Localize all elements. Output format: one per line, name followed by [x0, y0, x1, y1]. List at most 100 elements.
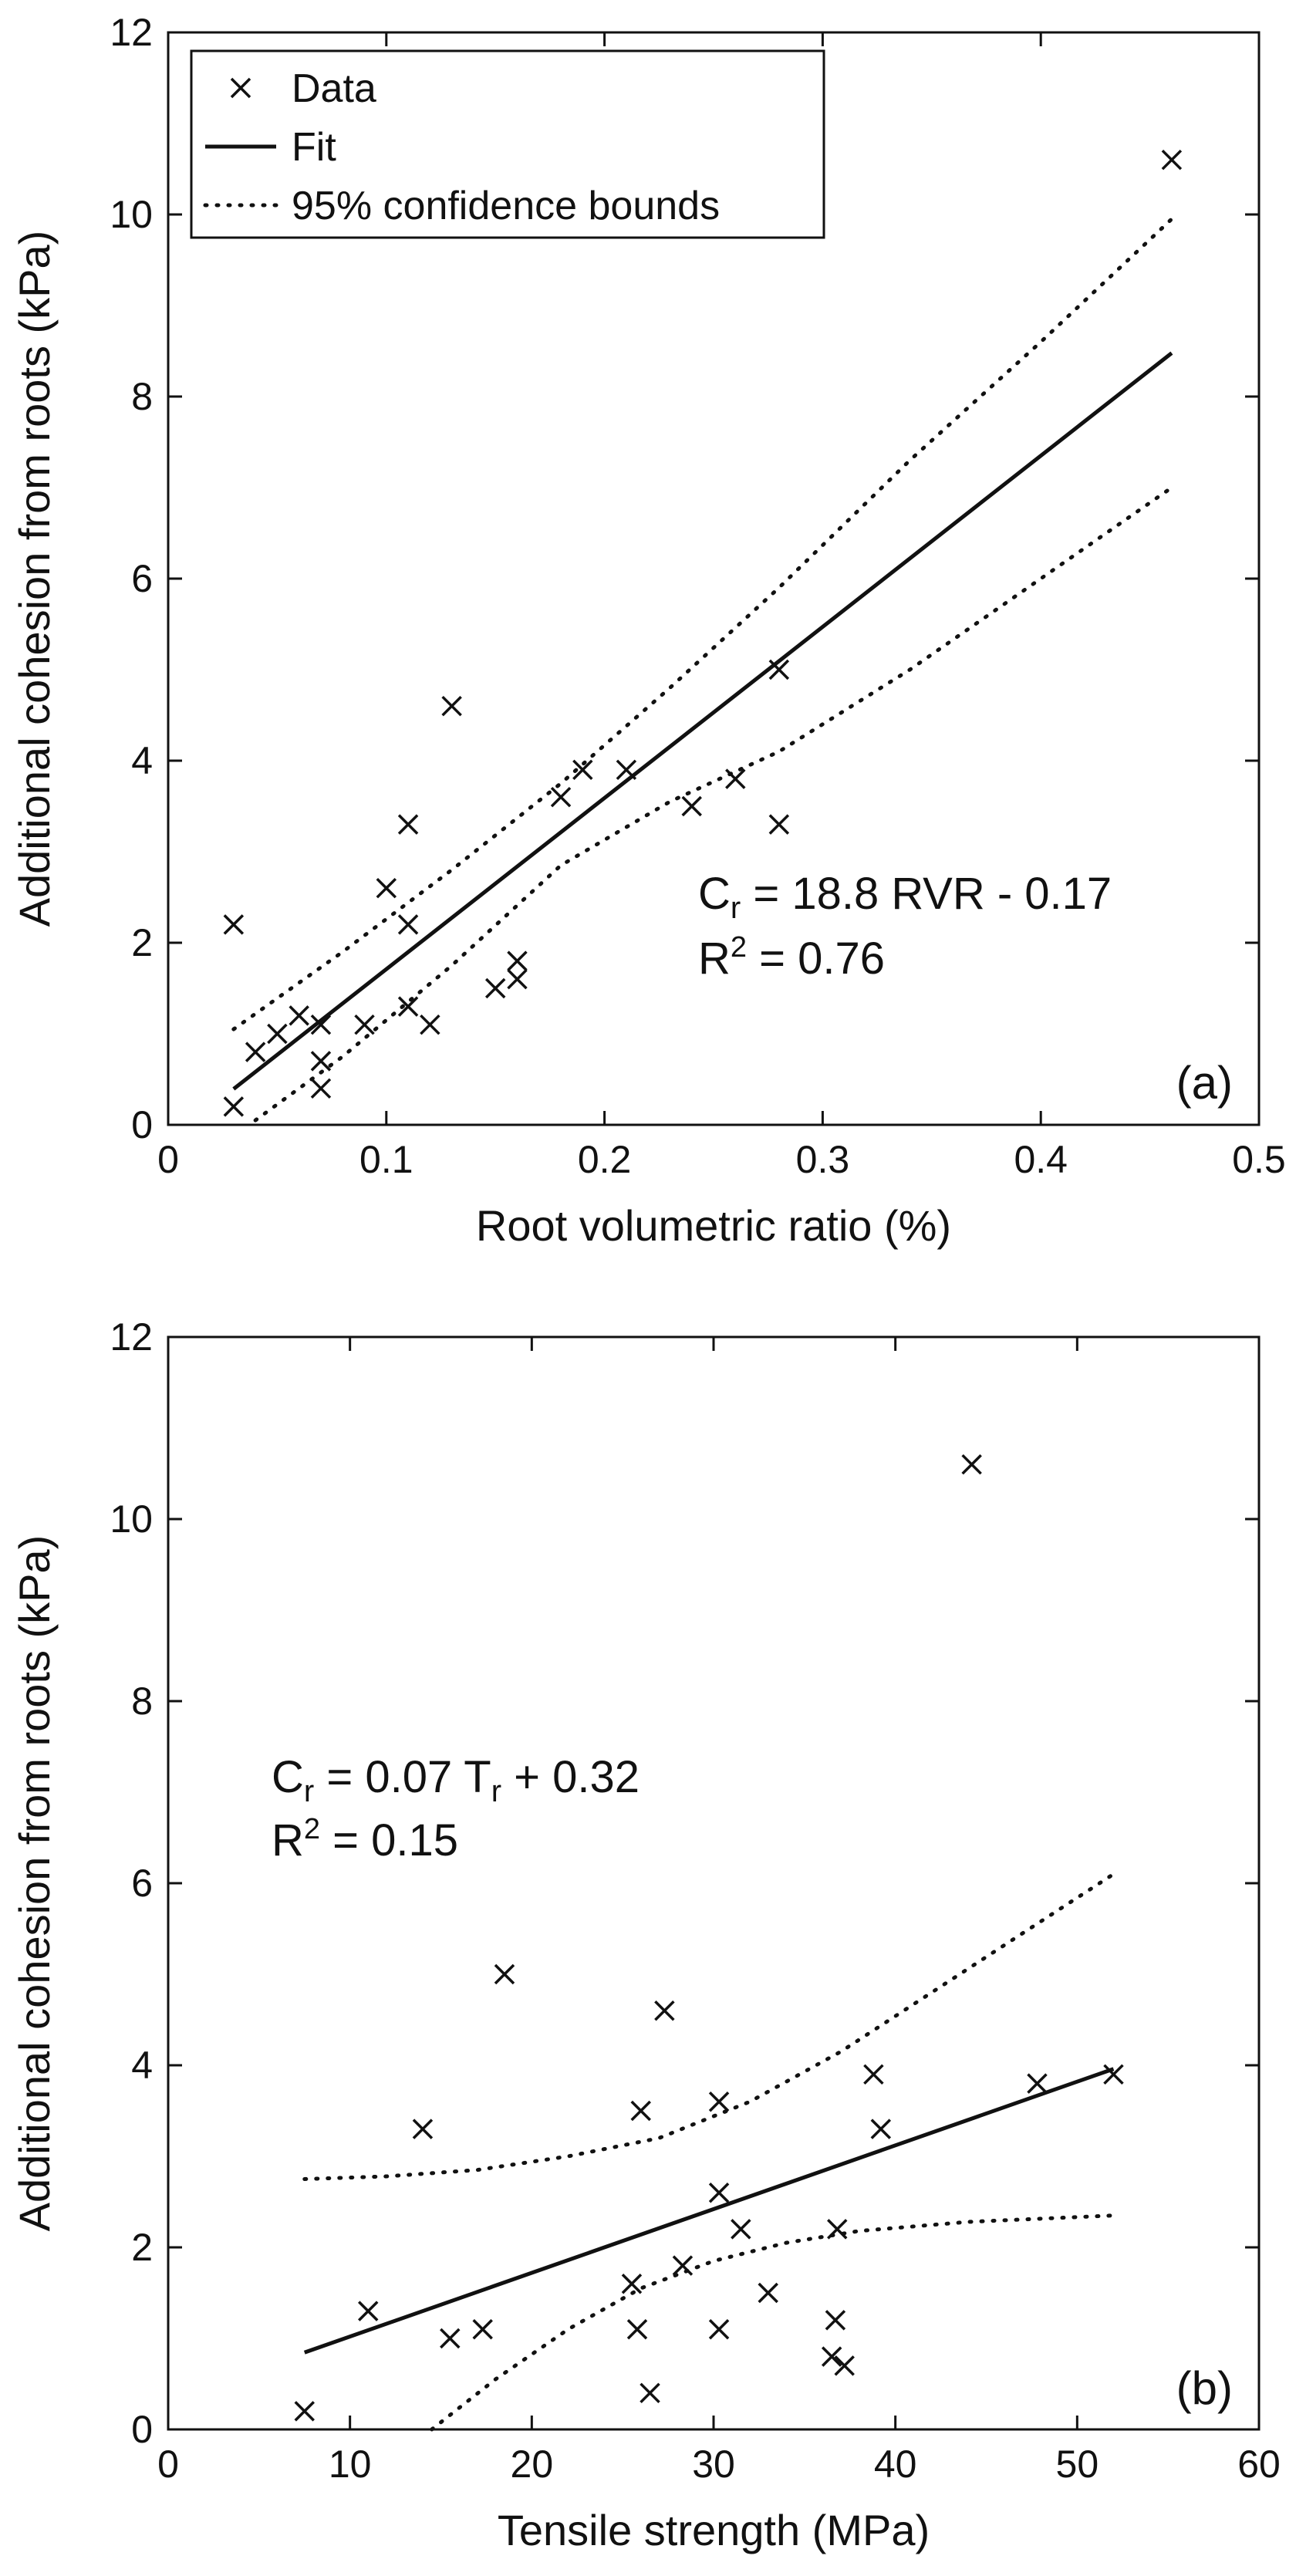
- plot-frame: [167, 1335, 1261, 2431]
- legend-label: Fit: [292, 125, 336, 170]
- lower-confidence-bound: [253, 485, 1174, 1123]
- y-tick-label: 2: [131, 921, 153, 964]
- data-point: [731, 2219, 751, 2240]
- x-tick-label: 0.5: [1232, 1138, 1286, 1181]
- y-axis-label: Additional cohesion from roots (kPa): [10, 1535, 59, 2232]
- data-point: [825, 2310, 846, 2331]
- data-point: [1027, 2073, 1048, 2094]
- x-tick-label: 50: [1056, 2443, 1099, 2486]
- data-point: [725, 768, 746, 789]
- data-point: [376, 877, 397, 899]
- chart-panel-b: 0 10 20 30 40 50 60 0 2 4 6 8 10 12 Tensile strength (…: [10, 1315, 1281, 2554]
- y-tick-label: 0: [131, 2408, 153, 2451]
- data-point: [827, 2219, 848, 2240]
- data-point: [681, 795, 702, 817]
- y-tick-label: 2: [131, 2226, 153, 2269]
- data-point: [1103, 2064, 1124, 2085]
- data-point: [245, 1042, 266, 1062]
- r-squared: R2 = 0.15: [272, 1813, 458, 1865]
- y-tick-label: 12: [110, 11, 153, 54]
- data-point: [441, 695, 462, 717]
- x-tick-label: 0.4: [1014, 1138, 1068, 1181]
- fit-equation: Cr = 0.07 Tr + 0.32: [272, 1752, 640, 1808]
- y-tick-label: 4: [131, 2044, 153, 2087]
- legend: Data Fit 95% confidence bounds: [190, 49, 825, 239]
- fit-line: [303, 2067, 1115, 2355]
- data-point: [420, 1014, 440, 1035]
- x-axis-label: Root volumetric ratio (%): [476, 1201, 951, 1250]
- x-tick-label: 20: [511, 2443, 554, 2486]
- data-point: [550, 786, 572, 808]
- x-tick-label: 0.1: [359, 1138, 413, 1181]
- data-point: [310, 1014, 332, 1035]
- data-point: [223, 914, 245, 935]
- data-point: [472, 2318, 493, 2340]
- data-point: [412, 2119, 434, 2139]
- data-point: [357, 2301, 379, 2321]
- y-tick-label: 6: [131, 1862, 153, 1905]
- legend-label: Data: [292, 66, 376, 111]
- data-point: [758, 2282, 778, 2304]
- legend-label: 95% confidence bounds: [292, 184, 720, 228]
- data-point: [354, 1014, 375, 1035]
- data-point: [768, 659, 790, 680]
- y-tick-label: 10: [110, 1497, 153, 1541]
- data-point: [708, 2318, 730, 2340]
- r-squared: R2 = 0.76: [698, 931, 885, 984]
- upper-confidence-bound: [302, 1872, 1115, 2181]
- data-point: [310, 1051, 332, 1072]
- y-axis-label: Additional cohesion from roots (kPa): [10, 231, 59, 927]
- fit-equation: Cr = 18.8 RVR - 0.17: [698, 869, 1112, 925]
- data-point: [507, 950, 528, 971]
- data-point: [870, 2119, 892, 2139]
- data-point: [507, 968, 528, 990]
- y-tick-label: 12: [110, 1315, 153, 1359]
- data-point: [310, 1078, 332, 1099]
- data-point: [223, 1096, 245, 1117]
- y-tick-label: 4: [131, 739, 153, 782]
- data-point: [768, 814, 790, 835]
- upper-confidence-bound: [231, 217, 1174, 1031]
- data-point: [289, 1005, 309, 1026]
- chart-panel-a: 0 0.1 0.2 0.3 0.4 0.5 0 2 4 6 8 10 12 Root volumetric…: [10, 11, 1286, 1250]
- data-point: [572, 759, 593, 781]
- legend-marker-data: [230, 77, 251, 99]
- x-tick-label: 10: [329, 2443, 372, 2486]
- fit-line: [232, 351, 1173, 1091]
- data-point: [397, 814, 419, 835]
- data-point: [294, 2401, 315, 2422]
- y-tick-label: 8: [131, 375, 153, 418]
- y-tick-label: 6: [131, 557, 153, 600]
- data-point: [708, 2182, 730, 2203]
- x-tick-label: 30: [692, 2443, 735, 2486]
- x-tick-label: 40: [874, 2443, 917, 2486]
- data-point: [821, 2346, 842, 2367]
- panel-label: (a): [1176, 1057, 1233, 1109]
- panel-label: (b): [1176, 2362, 1233, 2414]
- x-axis-label: Tensile strength (MPa): [498, 2506, 930, 2554]
- data-point: [616, 759, 637, 781]
- data-point: [961, 1453, 982, 1475]
- data-point: [621, 2273, 643, 2294]
- data-point: [834, 2355, 855, 2376]
- y-tick-label: 0: [131, 1103, 153, 1146]
- x-tick-label: 0.3: [796, 1138, 850, 1181]
- y-tick-label: 10: [110, 193, 153, 236]
- data-point: [440, 2328, 461, 2349]
- data-point: [484, 977, 506, 999]
- data-point: [672, 2255, 694, 2276]
- data-point: [267, 1023, 288, 1045]
- data-point: [708, 2091, 730, 2112]
- data-point: [626, 2318, 648, 2340]
- data-point: [640, 2382, 660, 2404]
- data-point: [397, 914, 419, 935]
- data-point: [630, 2100, 651, 2122]
- x-tick-label: 0: [157, 1138, 179, 1181]
- data-point: [654, 2000, 675, 2021]
- data-point: [863, 2064, 884, 2085]
- x-tick-label: 60: [1237, 2443, 1281, 2486]
- legend-box: [190, 49, 825, 239]
- data-point: [397, 996, 419, 1017]
- x-tick-label: 0: [157, 2443, 179, 2486]
